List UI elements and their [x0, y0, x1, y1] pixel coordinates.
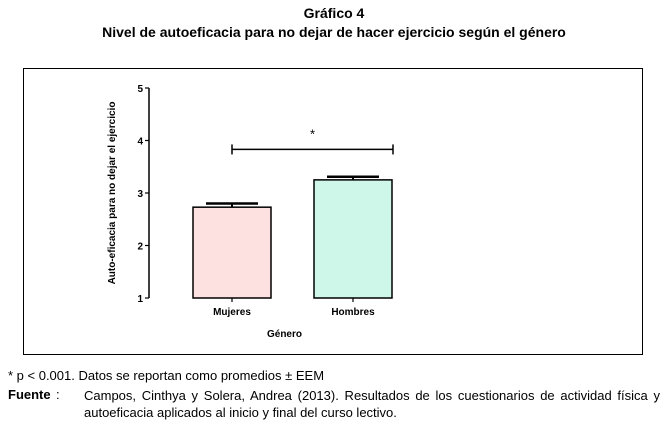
source-note: Fuente : Campos, Cinthya y Solera, Andre… [8, 387, 660, 421]
source-separator: : [56, 387, 60, 402]
p-value-note: * p < 0.001. Datos se reportan como prom… [8, 368, 325, 383]
source-text: Campos, Cinthya y Solera, Andrea (2013).… [84, 388, 660, 420]
chart-frame: 1 2 3 4 5 Auto-eficacia para no dejar el ejer… [23, 68, 643, 355]
x-axis-title: Género [267, 329, 302, 340]
significance-marker: * [310, 126, 315, 141]
y-tick-label: 4 [137, 137, 143, 148]
x-tick-label: Hombres [331, 307, 375, 318]
bar-chart: 1 2 3 4 5 Auto-eficacia para no dejar el ejer… [107, 84, 394, 340]
y-tick-label: 2 [137, 242, 143, 253]
x-tick-label: Mujeres [213, 307, 251, 318]
figure-number: Gráfico 4 [303, 5, 365, 21]
bar [313, 179, 393, 299]
source-label: Fuente [8, 387, 51, 402]
y-tick-label: 5 [137, 84, 143, 95]
y-axis-title: Auto-eficacia para no dejar el ejercicio [107, 102, 118, 285]
bar [192, 206, 272, 299]
figure-title: Nivel de autoeficacia para no dejar de h… [102, 24, 566, 40]
y-tick-label: 3 [137, 189, 143, 200]
y-tick-label: 1 [137, 294, 143, 305]
